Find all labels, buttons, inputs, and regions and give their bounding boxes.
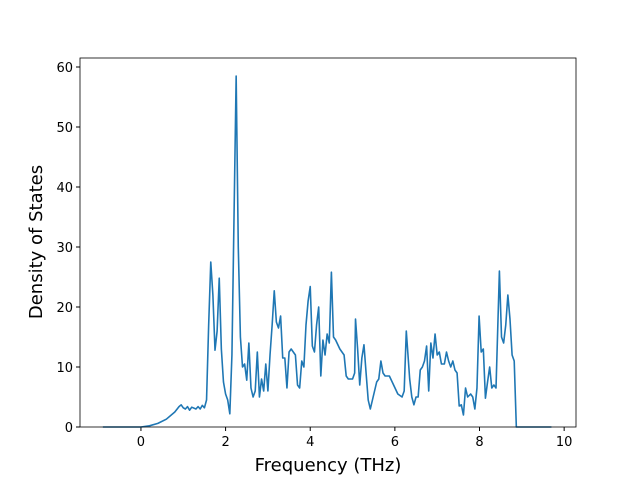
y-tick-label: 60 <box>56 61 73 76</box>
x-axis-label: Frequency (THz) <box>255 455 402 476</box>
y-tick-label: 20 <box>56 301 73 316</box>
x-tick-label: 2 <box>221 435 229 450</box>
x-tick-label: 10 <box>556 435 573 450</box>
x-tick-label: 6 <box>391 435 399 450</box>
x-tick-label: 4 <box>306 435 314 450</box>
y-tick-label: 50 <box>56 121 73 136</box>
y-axis-label: Density of States <box>26 165 47 319</box>
y-tick-label: 40 <box>56 181 73 196</box>
line <box>102 75 552 428</box>
y-tick-label: 30 <box>56 241 73 256</box>
x-tick-label: 8 <box>475 435 483 450</box>
y-tick-label: 10 <box>56 361 73 376</box>
x-tick-label: 0 <box>137 435 145 450</box>
plot-frame <box>79 57 577 428</box>
y-tick-label: 0 <box>65 421 73 436</box>
